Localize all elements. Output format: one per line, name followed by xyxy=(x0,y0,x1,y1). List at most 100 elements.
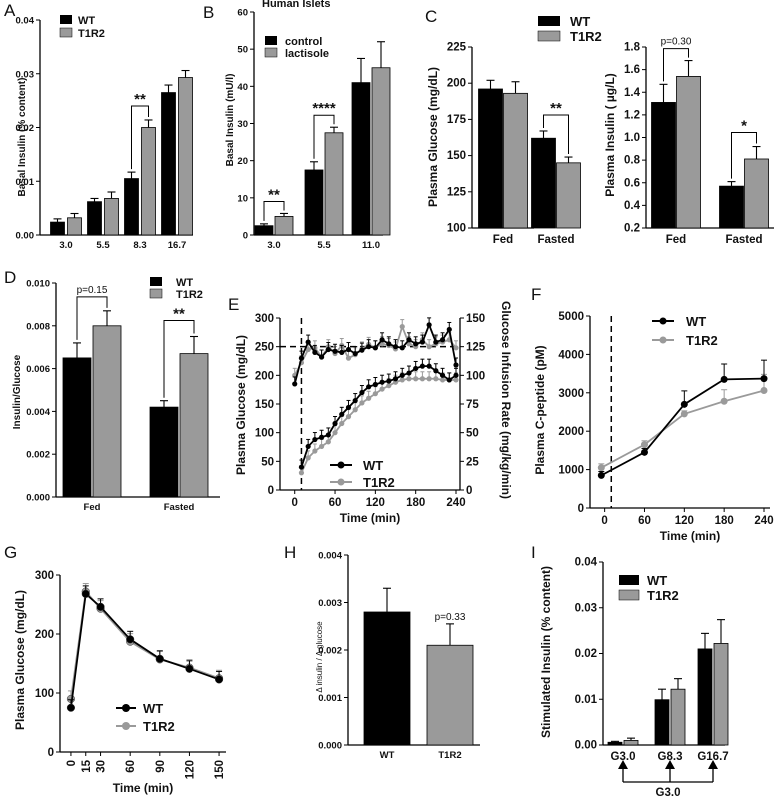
y-right-tick-label: 25 xyxy=(466,456,479,468)
x-tick-label: 60 xyxy=(329,497,342,509)
y-right-tick-label: 100 xyxy=(466,370,485,382)
point-t1r2-infusion xyxy=(399,377,405,383)
bar-wt-fed xyxy=(478,88,503,229)
legend-swatch-control xyxy=(265,36,277,45)
x-tick-label-fed: Fed xyxy=(84,502,101,513)
legend-swatch-t1r2 xyxy=(59,27,73,38)
point-t1r2-infusion xyxy=(413,376,419,382)
y-tick-label: 0.02 xyxy=(16,123,35,134)
point-wt-glucose xyxy=(426,322,432,328)
panel-b-ylabel: Basal Insulin (mU/l) xyxy=(225,74,236,167)
bar-t1r2-8-3 xyxy=(141,127,156,236)
panel-f-legend: WT T1R2 xyxy=(652,314,718,348)
y-tick-label: 0.000 xyxy=(26,493,50,504)
y-tick-label: 175 xyxy=(447,114,467,126)
legend-marker-t1r2 xyxy=(659,336,667,344)
point-wt-infusion xyxy=(433,368,439,374)
bar-t1r2-fed xyxy=(676,76,701,229)
significance-label: ** xyxy=(134,91,146,108)
panel-b: B Human Islets Basal Insulin (mU/l) 0 10 2… xyxy=(203,0,391,251)
line-wt-infusion xyxy=(300,365,457,468)
y-tick-label: 250 xyxy=(255,342,274,354)
bar-t1r2-g16-7 xyxy=(713,643,729,746)
y-tick-label: 0.003 xyxy=(318,598,342,609)
bar-wt-3-0 xyxy=(50,221,65,236)
y-tick-label: 60 xyxy=(237,8,248,19)
panel-d-plot: 0.000 0.002 0.004 0.006 0.008 0.010 Fed Fasted p… xyxy=(26,279,220,513)
point-wt-infusion xyxy=(366,384,372,390)
y-tick-label: 0.8 xyxy=(624,155,641,167)
point-wt-glucose xyxy=(325,346,331,353)
y-tick-label: 0 xyxy=(48,747,54,759)
legend-label-wt: WT xyxy=(78,15,95,27)
panel-i-plot: 0.00 0.01 0.02 0.03 0.04 G3.0 G8.3 G16.7 G3.0 xyxy=(575,557,729,800)
point-wt-glucose xyxy=(379,337,385,343)
panel-f-ylabel: Plasma C-peptide (pM) xyxy=(533,345,547,474)
legend-label-wt: WT xyxy=(647,573,667,588)
x-tick-label-g8-3: G8.3 xyxy=(658,751,683,763)
panel-c: C Plasma Glucose (mg/dL) 100 125 150 175 200… xyxy=(425,7,774,246)
point-t1r2-infusion xyxy=(298,470,305,476)
y-tick-label: 0.002 xyxy=(26,450,50,461)
legend-label-t1r2: T1R2 xyxy=(647,588,679,603)
bar-t1r2-g3-0 xyxy=(623,740,639,746)
point-wt-glucose xyxy=(372,345,378,351)
panel-label-a: A xyxy=(4,1,16,20)
y-tick-label: 2000 xyxy=(558,426,584,438)
point-t1r2-glucose xyxy=(345,355,352,361)
y-tick-label: 300 xyxy=(35,570,54,582)
point-t1r2-infusion xyxy=(433,376,439,382)
legend-label-t1r2: T1R2 xyxy=(570,29,602,44)
line-t1r2 xyxy=(70,589,220,700)
point-wt-glucose xyxy=(386,341,392,347)
y-tick-label: 0.2 xyxy=(624,223,640,235)
point-wt-infusion xyxy=(305,443,311,450)
bar-t1r2-16-7 xyxy=(178,77,193,236)
x-tick-label: 15 xyxy=(81,759,93,772)
legend-label-t1r2: T1R2 xyxy=(686,333,718,348)
point-t1r2-infusion xyxy=(372,391,378,397)
point-t1r2-infusion xyxy=(312,448,318,454)
y-tick-label: 0.002 xyxy=(318,646,342,657)
panel-g-ylabel: Plasma Glucose (mg/dL) xyxy=(13,590,27,730)
significance-label: ** xyxy=(173,306,185,323)
point-wt-infusion xyxy=(392,376,399,382)
point-wt-glucose xyxy=(292,381,298,387)
panel-f: F Plasma C-peptide (pM) 0 1000 2000 3000 400… xyxy=(531,285,774,543)
y-tick-label: 1.0 xyxy=(624,132,640,144)
x-tick-label-16-7: 16.7 xyxy=(168,240,187,251)
y-tick-label: 20 xyxy=(237,156,248,167)
point-wt-glucose xyxy=(413,341,419,347)
y-tick-label: 0.004 xyxy=(318,551,342,562)
point-wt-glucose xyxy=(298,355,305,361)
point-wt-infusion xyxy=(325,432,331,438)
significance-bracket xyxy=(313,114,335,159)
point-t1r2-infusion xyxy=(406,376,412,382)
x-tick-label: 240 xyxy=(754,515,773,527)
legend-swatch-t1r2 xyxy=(618,589,640,601)
point-wt xyxy=(81,589,90,598)
y-tick-label: 1.8 xyxy=(624,42,641,54)
bar-control-5-5 xyxy=(304,169,324,236)
x-tick-label-5-5: 5.5 xyxy=(317,240,331,251)
y-tick-label: 225 xyxy=(447,42,467,54)
y-tick-label: 200 xyxy=(35,629,54,641)
bar-wt-16-7 xyxy=(161,92,176,236)
bar-t1r2-5-5 xyxy=(104,198,119,236)
legend-label-t1r2: T1R2 xyxy=(143,719,175,734)
panel-b-title: Human Islets xyxy=(262,0,330,10)
significance-bracket xyxy=(163,320,195,398)
x-tick-label-fed: Fed xyxy=(493,234,513,246)
significance-bracket xyxy=(663,48,689,82)
panel-label-h: H xyxy=(284,543,296,562)
y-tick-label: 50 xyxy=(237,45,248,56)
x-tick-label-g16-7: G16.7 xyxy=(697,751,728,763)
bar-t1r2-fasted xyxy=(556,162,581,229)
y-tick-label: 125 xyxy=(447,186,467,198)
y-tick-label: 150 xyxy=(255,399,274,411)
x-tick-label: 60 xyxy=(125,760,137,773)
y-tick-label: 0.6 xyxy=(624,177,640,189)
point-t1r2 xyxy=(760,386,768,394)
